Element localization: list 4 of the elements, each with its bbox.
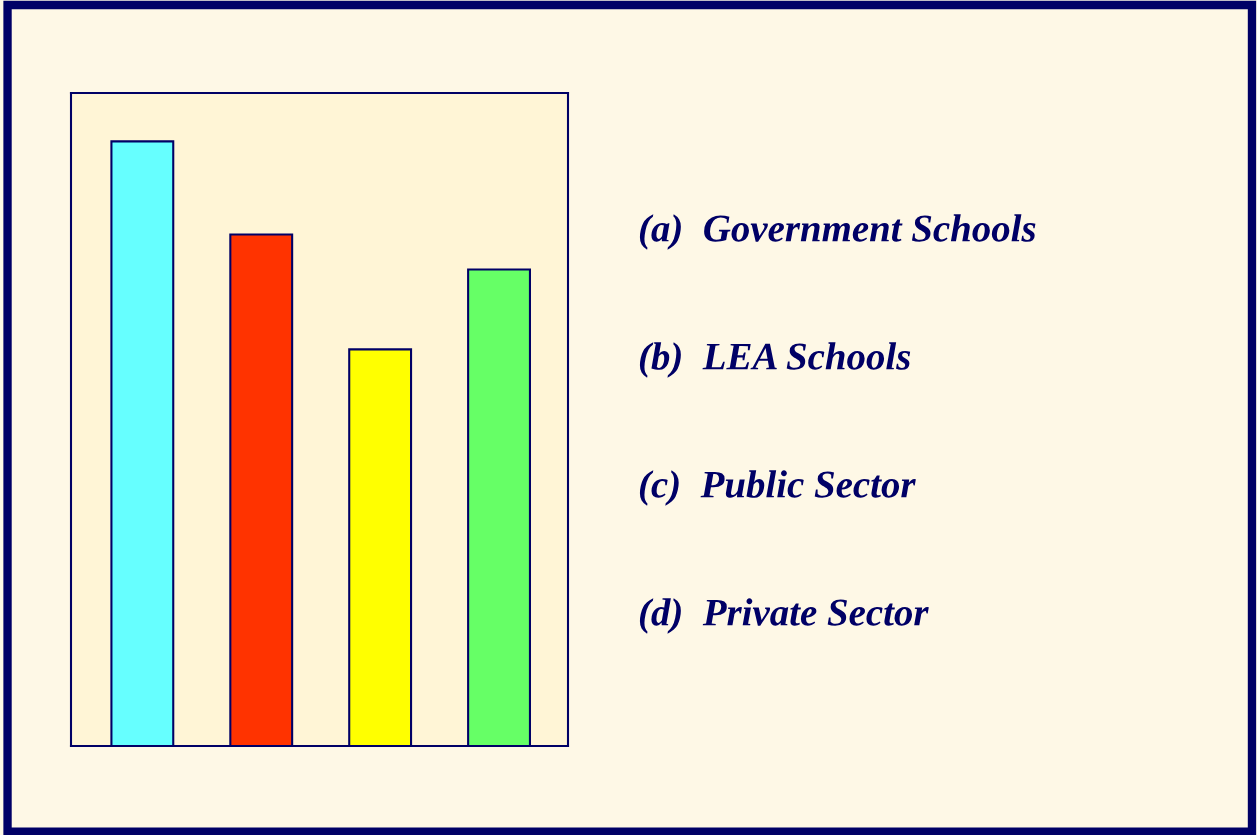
text: (c) Public Sector xyxy=(639,470,916,506)
text: (b) LEA Schools xyxy=(639,342,911,378)
text: (a) Government Schools xyxy=(639,214,1036,250)
text: (d) Private Sector xyxy=(639,598,929,634)
